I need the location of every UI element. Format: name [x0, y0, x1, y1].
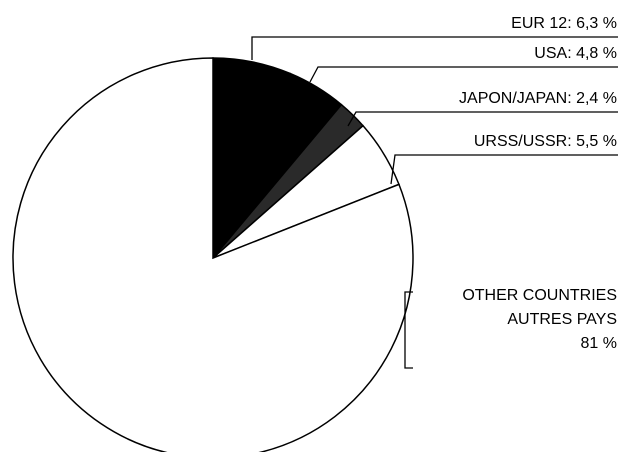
category-label: OTHER COUNTRIES AUTRES PAYS: [462, 287, 617, 328]
category-label: USA: [534, 45, 576, 62]
value-label: 6,3 %: [576, 15, 617, 32]
slice-label: URSS/USSR5,5 %: [474, 130, 617, 154]
leader-line: [390, 154, 618, 185]
leader-line: [309, 66, 618, 83]
value-label: 4,8 %: [576, 45, 617, 62]
value-label: 2,4 %: [576, 90, 617, 107]
category-label: URSS/USSR: [474, 133, 576, 150]
leader-line: [404, 291, 413, 369]
leader-line: [347, 111, 618, 127]
leader-line: [251, 36, 618, 60]
slice-label: JAPON/JAPAN2,4 %: [459, 87, 617, 111]
category-label: JAPON/JAPAN: [459, 90, 576, 107]
slice-label: USA4,8 %: [534, 42, 617, 66]
category-label: EUR 12: [511, 15, 576, 32]
value-label: 81 %: [580, 335, 617, 352]
slice-label: OTHER COUNTRIES AUTRES PAYS 81 %: [462, 284, 617, 356]
value-label: 5,5 %: [576, 133, 617, 150]
pie-slice: [12, 57, 414, 452]
slice-label: EUR 126,3 %: [511, 12, 617, 36]
